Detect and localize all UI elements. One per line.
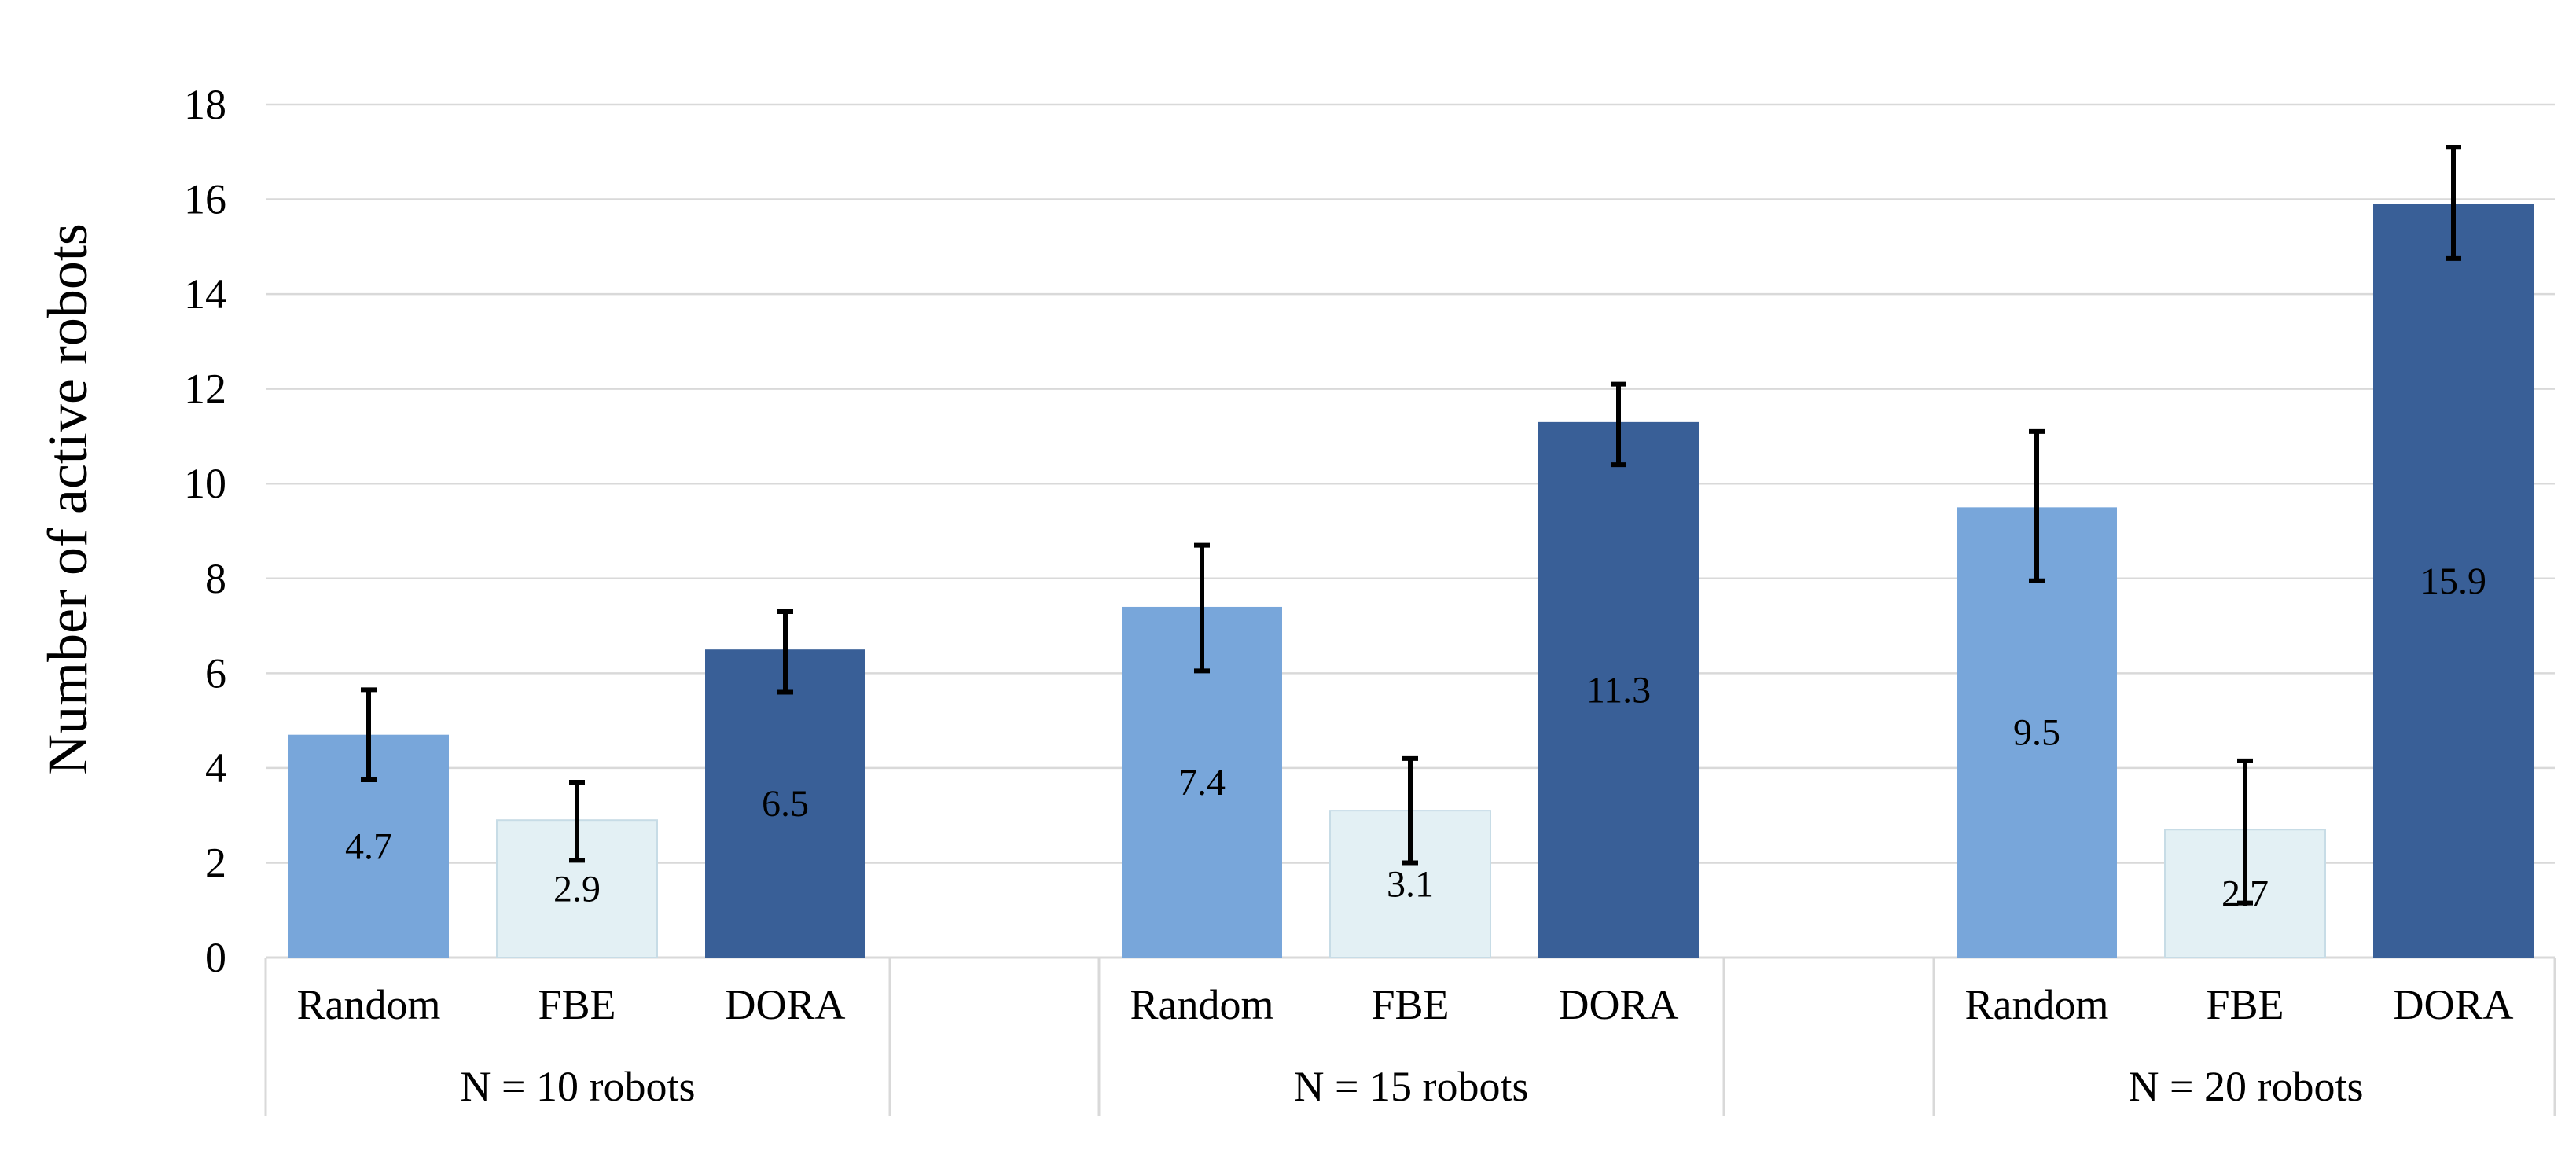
data-label: 15.9 [2420, 561, 2486, 602]
data-label: 9.5 [2013, 712, 2060, 754]
y-axis-title: Number of active robots [36, 223, 99, 775]
bar-dora [705, 649, 865, 958]
category-label: DORA [2393, 981, 2513, 1028]
category-label: Random [297, 981, 441, 1028]
y-tick-label: 12 [184, 366, 226, 413]
labels: 0 2 4 6 8 10 12 14 16 18 4.7 Random 2.9 FBE 6.5 DORA N =… [184, 81, 2514, 1110]
category-label: Random [1965, 981, 2109, 1028]
group-label: N = 20 robots [2129, 1063, 2364, 1110]
category-label: Random [1130, 981, 1274, 1028]
y-tick-label: 6 [205, 649, 226, 697]
category-label: FBE [2206, 981, 2284, 1028]
y-tick-label: 14 [184, 270, 226, 318]
y-tick-label: 10 [184, 460, 226, 507]
y-tick-label: 4 [205, 744, 226, 792]
gridlines [266, 103, 2555, 864]
bars [288, 145, 2534, 959]
y-tick-label: 2 [205, 839, 226, 886]
category-label: DORA [1558, 981, 1678, 1028]
y-tick-label: 16 [184, 176, 226, 223]
data-label: 3.1 [1387, 864, 1434, 906]
group-label: N = 10 robots [461, 1063, 696, 1110]
data-label: 11.3 [1586, 669, 1651, 711]
bar-dora [2373, 204, 2534, 958]
data-label: 4.7 [345, 825, 392, 867]
y-tick-label: 8 [205, 555, 226, 602]
group-label: N = 15 robots [1294, 1063, 1529, 1110]
y-tick-label: 18 [184, 81, 226, 128]
y-tick-label: 0 [205, 934, 226, 981]
category-label: DORA [725, 981, 845, 1028]
data-label: 6.5 [762, 783, 809, 825]
data-label: 2.9 [553, 869, 601, 910]
data-label: 2.7 [2221, 873, 2269, 915]
category-label: FBE [538, 981, 616, 1028]
data-label: 7.4 [1178, 762, 1226, 803]
category-label: FBE [1371, 981, 1449, 1028]
bar-dora [1538, 421, 1699, 958]
